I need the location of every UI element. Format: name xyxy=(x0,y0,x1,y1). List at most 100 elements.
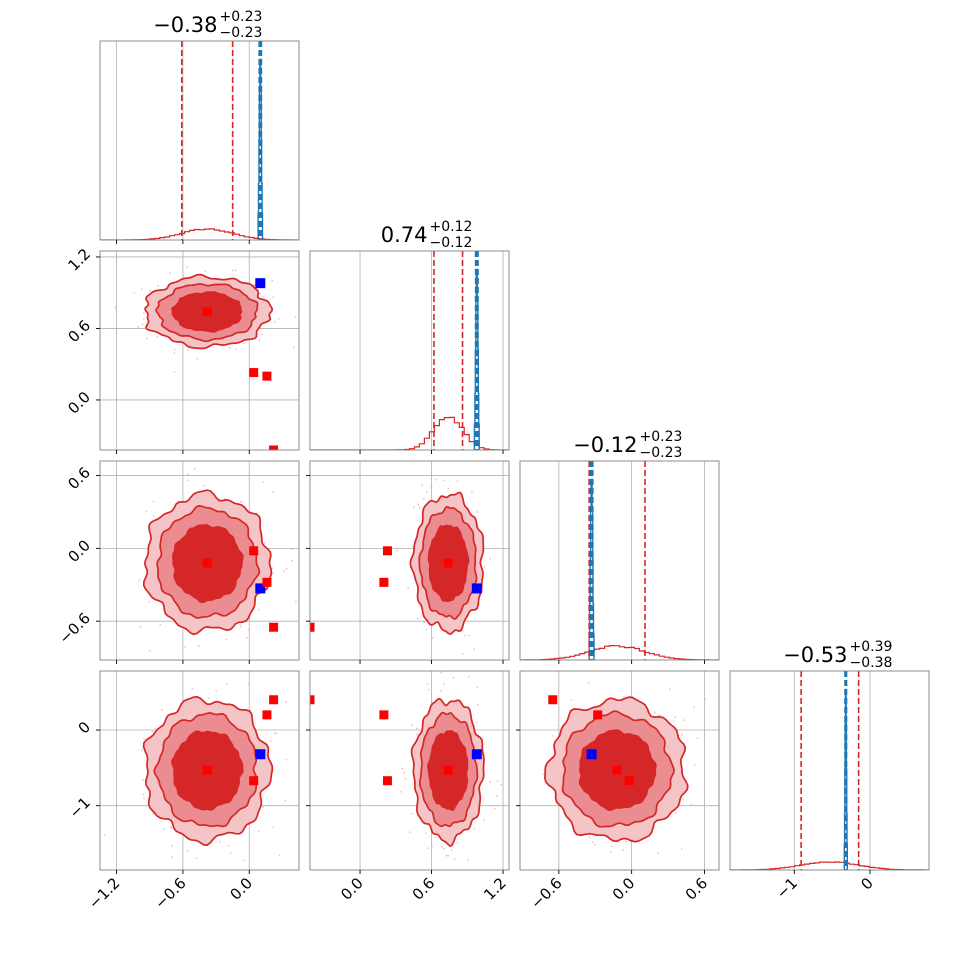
panel-content xyxy=(310,251,509,450)
sample-dot xyxy=(188,667,190,669)
sample-dot xyxy=(435,478,438,481)
sample-dot xyxy=(143,737,146,740)
panel-frame xyxy=(519,460,720,661)
x-tick-label: 0 xyxy=(857,874,876,893)
truth-marker xyxy=(548,695,558,705)
sample-dot xyxy=(154,727,157,730)
sample-dot xyxy=(163,828,166,831)
sample-dot xyxy=(450,849,453,852)
sample-dot xyxy=(149,289,151,292)
sample-dot xyxy=(693,706,695,709)
sample-dot xyxy=(654,711,656,714)
x-tick-label: −0.6 xyxy=(151,874,189,912)
sample-dot xyxy=(404,777,407,780)
sample-dot xyxy=(622,848,625,851)
sample-dot xyxy=(96,290,98,292)
posterior-histogram xyxy=(520,645,719,660)
sample-dot xyxy=(184,646,187,648)
sample-dot xyxy=(467,634,470,637)
reference-marker xyxy=(471,583,482,594)
sample-dot xyxy=(244,458,246,460)
sample-dot xyxy=(143,797,145,800)
panel-frame xyxy=(309,250,510,451)
sample-dot xyxy=(246,636,248,639)
sample-dot xyxy=(141,323,144,326)
sample-dot xyxy=(415,733,418,736)
marginal-title-2: −0.12 +0.23−0.23 xyxy=(573,429,682,461)
sample-dot xyxy=(447,487,450,490)
sample-dot xyxy=(318,725,320,727)
sample-dot xyxy=(481,590,484,593)
marginal-panel-0 xyxy=(99,40,300,244)
sample-dot xyxy=(152,500,155,503)
sample-dot xyxy=(259,292,262,295)
panel-frame xyxy=(99,250,300,451)
x-tick-label: 0.0 xyxy=(226,874,256,904)
sample-dot xyxy=(476,511,479,513)
sample-dot xyxy=(174,678,176,680)
sample-dot xyxy=(447,664,449,666)
sample-dot xyxy=(482,819,485,821)
sample-dot xyxy=(674,716,676,719)
title-minus: −0.23 xyxy=(220,25,263,41)
title-plus: +0.39 xyxy=(850,639,893,655)
sample-dot xyxy=(610,845,613,848)
reference-marker xyxy=(255,583,266,594)
sample-dot xyxy=(427,688,430,691)
sample-dot xyxy=(588,836,591,839)
panel-frame xyxy=(309,670,510,871)
sample-dot xyxy=(170,825,173,828)
title-minus: −0.12 xyxy=(430,235,473,251)
sample-dot xyxy=(191,687,194,690)
sample-dot xyxy=(261,333,264,336)
sample-dot xyxy=(258,608,260,611)
sample-dot xyxy=(173,352,176,354)
joint-panel-2-0 xyxy=(96,458,300,680)
truth-marker xyxy=(269,445,279,450)
sample-dot xyxy=(143,312,145,314)
sample-dot xyxy=(489,557,491,560)
sample-dot xyxy=(430,486,433,488)
sample-dot xyxy=(247,683,250,686)
marginal-panel-2 xyxy=(519,460,720,664)
x-tick-label: 0.6 xyxy=(682,874,712,904)
sample-dot xyxy=(610,851,612,853)
sample-dot xyxy=(207,697,210,699)
sample-dot xyxy=(551,735,554,737)
sample-dot xyxy=(417,503,420,506)
panel-content xyxy=(100,671,320,870)
sample-dot xyxy=(591,841,594,844)
sample-dot xyxy=(471,490,473,493)
truth-marker xyxy=(249,776,259,786)
sample-dot xyxy=(617,841,620,844)
sample-dot xyxy=(507,727,509,729)
sample-dot xyxy=(454,858,456,860)
truth-marker xyxy=(443,765,453,775)
sample-dot xyxy=(242,859,245,862)
truth-marker xyxy=(202,307,212,317)
sample-dot xyxy=(669,688,671,691)
sample-dot xyxy=(493,807,496,810)
sample-dot xyxy=(285,567,288,570)
sample-dot xyxy=(161,709,164,711)
sample-dot xyxy=(443,682,445,685)
y-tick-label: 1.2 xyxy=(64,245,94,275)
sample-dot xyxy=(284,799,287,802)
y-tick-label: 0 xyxy=(75,718,94,737)
sample-dot xyxy=(690,803,693,806)
x-tick-label: 0.0 xyxy=(337,874,367,904)
sample-dot xyxy=(151,730,154,733)
sample-dot xyxy=(232,269,234,272)
sample-dot xyxy=(187,349,189,351)
sample-dot xyxy=(272,490,274,493)
title-plus: +0.23 xyxy=(220,9,263,25)
sample-dot xyxy=(193,468,196,470)
sample-dot xyxy=(464,634,467,637)
sample-dot xyxy=(542,773,545,776)
reference-marker xyxy=(586,749,597,760)
panel-frame xyxy=(99,40,300,241)
x-tick-label: 0.0 xyxy=(609,874,639,904)
sample-dot xyxy=(495,795,498,798)
sample-dot xyxy=(142,317,145,320)
panel-frame xyxy=(729,670,930,871)
